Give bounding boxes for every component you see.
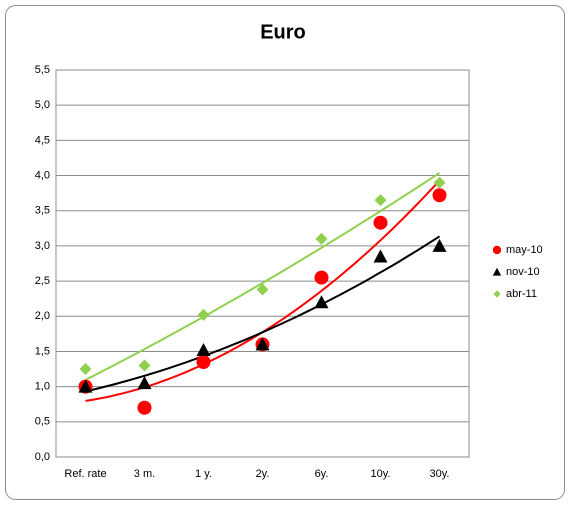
y-tick-label: 5,0 bbox=[35, 99, 50, 111]
legend-marker bbox=[492, 245, 502, 255]
marker bbox=[373, 249, 388, 263]
x-tick-label: 30y. bbox=[430, 468, 450, 480]
chart-frame bbox=[5, 5, 565, 500]
marker bbox=[137, 376, 152, 390]
marker bbox=[432, 238, 447, 252]
legend-label: may-10 bbox=[506, 244, 543, 256]
y-tick-label: 2,5 bbox=[35, 275, 50, 287]
marker bbox=[256, 283, 269, 296]
y-tick-label: 1,0 bbox=[35, 381, 50, 393]
y-tick-label: 2,0 bbox=[35, 310, 50, 322]
y-tick-label: 3,5 bbox=[35, 205, 50, 217]
y-tick-label: 0,5 bbox=[35, 416, 50, 428]
y-tick-label: 4,0 bbox=[35, 169, 50, 181]
y-tick-label: 3,0 bbox=[35, 240, 50, 252]
marker bbox=[196, 355, 211, 370]
x-tick-label: 3 m. bbox=[134, 468, 155, 480]
marker bbox=[78, 379, 93, 393]
y-tick-label: 5,5 bbox=[35, 64, 50, 76]
chart-title: Euro bbox=[260, 21, 306, 43]
marker bbox=[314, 295, 329, 309]
marker bbox=[432, 188, 447, 203]
x-tick-label: 2y. bbox=[256, 468, 270, 480]
marker bbox=[255, 337, 270, 351]
legend-marker bbox=[492, 267, 502, 276]
legend-label: abr-11 bbox=[506, 288, 537, 300]
x-tick-label: 10y. bbox=[371, 468, 391, 480]
y-tick-label: 0,0 bbox=[35, 451, 50, 463]
trend-line bbox=[85, 235, 441, 393]
x-tick-label: 1 y. bbox=[195, 468, 212, 480]
marker bbox=[79, 363, 92, 376]
x-tick-label: Ref. rate bbox=[64, 468, 106, 480]
y-tick-label: 4,5 bbox=[35, 134, 50, 146]
legend-label: nov-10 bbox=[506, 266, 540, 278]
marker bbox=[374, 194, 387, 207]
marker bbox=[315, 232, 328, 245]
marker bbox=[137, 400, 152, 415]
x-tick-label: 6y. bbox=[315, 468, 329, 480]
marker bbox=[373, 215, 388, 230]
marker bbox=[314, 270, 329, 285]
marker bbox=[196, 343, 211, 357]
marker bbox=[433, 176, 446, 189]
marker bbox=[197, 308, 210, 321]
legend-marker bbox=[493, 290, 501, 298]
trend-line bbox=[85, 172, 441, 381]
marker bbox=[138, 359, 151, 372]
y-tick-label: 1,5 bbox=[35, 345, 50, 357]
